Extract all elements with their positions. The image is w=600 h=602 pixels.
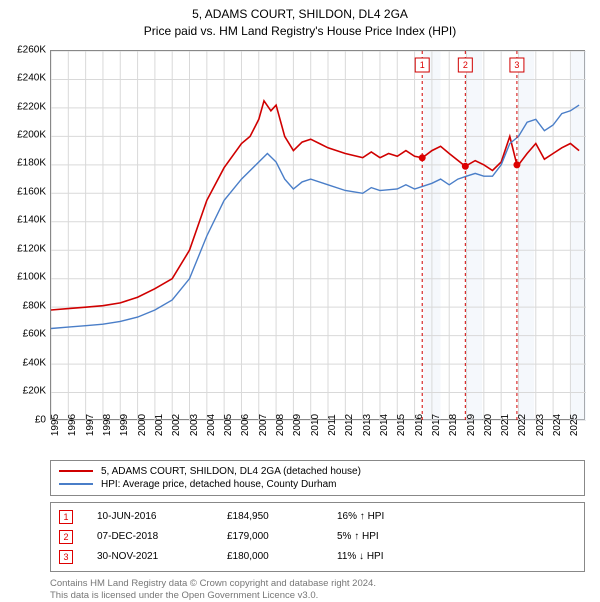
- chart-title-block: 5, ADAMS COURT, SHILDON, DL4 2GA Price p…: [0, 0, 600, 42]
- transaction-delta: 16% ↑ HPI: [337, 511, 427, 522]
- y-tick-label: £260K: [17, 44, 46, 55]
- x-tick-label: 2007: [258, 413, 269, 435]
- x-tick-label: 1998: [102, 413, 113, 435]
- y-tick-label: £220K: [17, 101, 46, 112]
- x-tick-label: 1999: [119, 413, 130, 435]
- legend-label: 5, ADAMS COURT, SHILDON, DL4 2GA (detach…: [101, 466, 361, 477]
- transaction-delta: 5% ↑ HPI: [337, 531, 427, 542]
- transaction-row: 3 30-NOV-2021£180,00011% ↓ HPI: [59, 547, 576, 567]
- chart-area: 123 £0£20K£40K£60K£80K£100K£120K£140K£16…: [50, 50, 585, 420]
- transaction-price: £184,950: [227, 511, 337, 522]
- plot-area: 1 2 3: [50, 50, 585, 420]
- x-tick-label: 2004: [206, 413, 217, 435]
- x-tick-label: 1997: [85, 413, 96, 435]
- title-line-1: 5, ADAMS COURT, SHILDON, DL4 2GA: [0, 6, 600, 23]
- series-hpi: [51, 105, 579, 328]
- chart-svg: 1 2 3: [51, 51, 586, 421]
- x-tick-label: 2000: [137, 413, 148, 435]
- x-tick-label: 2008: [275, 413, 286, 435]
- y-tick-label: £200K: [17, 129, 46, 140]
- shaded-band: [467, 51, 483, 421]
- transaction-date: 30-NOV-2021: [97, 551, 227, 562]
- transaction-num-box: 3: [59, 550, 73, 564]
- x-tick-label: 2003: [189, 413, 200, 435]
- transactions-box: 1 10-JUN-2016£184,95016% ↑ HPI 2 07-DEC-201…: [50, 502, 585, 572]
- x-tick-label: 2025: [569, 413, 580, 435]
- y-tick-label: £40K: [23, 357, 46, 368]
- y-tick-label: £60K: [23, 329, 46, 340]
- x-tick-label: 2015: [396, 413, 407, 435]
- legend-box: 5, ADAMS COURT, SHILDON, DL4 2GA (detach…: [50, 460, 585, 496]
- event-marker-num-3: 3: [514, 60, 519, 70]
- legend-item: HPI: Average price, detached house, Coun…: [59, 478, 576, 491]
- x-tick-label: 1996: [67, 413, 78, 435]
- x-tick-label: 2012: [344, 413, 355, 435]
- x-tick-label: 2024: [552, 413, 563, 435]
- transaction-price: £180,000: [227, 551, 337, 562]
- attribution-line-2: This data is licensed under the Open Gov…: [50, 590, 585, 602]
- x-tick-label: 2001: [154, 413, 165, 435]
- x-tick-label: 2013: [362, 413, 373, 435]
- x-tick-label: 2020: [483, 413, 494, 435]
- y-tick-label: £20K: [23, 386, 46, 397]
- transaction-num-box: 1: [59, 510, 73, 524]
- y-tick-label: £240K: [17, 73, 46, 84]
- legend-swatch: [59, 483, 93, 485]
- legend-swatch: [59, 470, 93, 472]
- event-marker-num-2: 2: [463, 60, 468, 70]
- y-tick-label: £180K: [17, 158, 46, 169]
- x-tick-label: 2019: [466, 413, 477, 435]
- transaction-row: 1 10-JUN-2016£184,95016% ↑ HPI: [59, 507, 576, 527]
- y-tick-label: £160K: [17, 186, 46, 197]
- x-tick-label: 2011: [327, 414, 338, 436]
- transaction-num-box: 2: [59, 530, 73, 544]
- x-tick-label: 2002: [171, 413, 182, 435]
- y-tick-label: £120K: [17, 243, 46, 254]
- legend-item: 5, ADAMS COURT, SHILDON, DL4 2GA (detach…: [59, 465, 576, 478]
- event-dot-2: [462, 162, 469, 169]
- x-tick-label: 2010: [310, 413, 321, 435]
- transaction-date: 07-DEC-2018: [97, 531, 227, 542]
- x-tick-label: 2017: [431, 413, 442, 435]
- shaded-band: [518, 51, 534, 421]
- legend-label: HPI: Average price, detached house, Coun…: [101, 479, 337, 490]
- transaction-price: £179,000: [227, 531, 337, 542]
- event-dot-1: [419, 154, 426, 161]
- transaction-row: 2 07-DEC-2018£179,0005% ↑ HPI: [59, 527, 576, 547]
- event-marker-num-1: 1: [420, 60, 425, 70]
- title-line-2: Price paid vs. HM Land Registry's House …: [0, 23, 600, 40]
- x-tick-label: 1995: [50, 413, 61, 435]
- x-tick-label: 2021: [500, 413, 511, 435]
- y-tick-label: £0: [35, 414, 46, 425]
- transaction-date: 10-JUN-2016: [97, 511, 227, 522]
- x-tick-label: 2009: [292, 413, 303, 435]
- y-tick-label: £140K: [17, 215, 46, 226]
- x-tick-label: 2018: [448, 413, 459, 435]
- x-tick-label: 2023: [535, 413, 546, 435]
- transaction-delta: 11% ↓ HPI: [337, 551, 427, 562]
- event-dot-3: [513, 161, 520, 168]
- x-tick-label: 2006: [240, 413, 251, 435]
- x-tick-label: 2014: [379, 413, 390, 435]
- y-tick-label: £100K: [17, 272, 46, 283]
- attribution-line-1: Contains HM Land Registry data © Crown c…: [50, 578, 585, 590]
- x-tick-label: 2022: [517, 413, 528, 435]
- x-tick-label: 2016: [414, 413, 425, 435]
- y-tick-label: £80K: [23, 300, 46, 311]
- x-tick-label: 2005: [223, 413, 234, 435]
